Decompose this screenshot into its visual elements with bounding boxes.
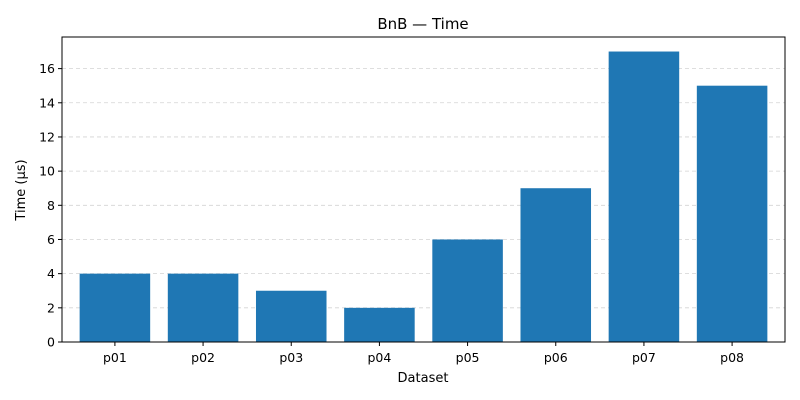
x-tick-label: p01 [103, 350, 127, 365]
y-tick-label: 10 [39, 164, 55, 179]
bar-p04 [344, 307, 415, 342]
x-tick-label: p08 [720, 350, 744, 365]
x-axis-label: Dataset [398, 371, 449, 386]
y-tick-label: 14 [39, 95, 55, 110]
x-tick-label: p02 [191, 350, 215, 365]
bar-p03 [255, 290, 327, 342]
y-axis-ticks: 0 2 4 6 8 10 12 14 16 [39, 61, 62, 350]
y-tick-label: 0 [47, 335, 55, 350]
y-tick-label: 6 [47, 232, 55, 247]
y-tick-label: 12 [39, 129, 55, 144]
x-axis-ticks: p01 p02 p03 p04 p05 p06 p07 p08 [103, 342, 744, 365]
x-tick-label: p05 [456, 350, 480, 365]
y-axis-label: Time (µs) [14, 159, 29, 221]
bar-p08 [696, 85, 768, 342]
y-tick-label: 16 [39, 61, 55, 76]
y-tick-label: 2 [47, 300, 55, 315]
plot-frame [61, 36, 786, 343]
bar-p07 [608, 51, 680, 343]
bar-p01 [79, 273, 151, 342]
x-tick-label: p07 [632, 350, 656, 365]
bar-p06 [520, 188, 592, 342]
bars [79, 51, 768, 343]
y-tick-label: 4 [47, 266, 55, 281]
x-tick-label: p04 [367, 350, 391, 365]
bar-p05 [432, 239, 503, 342]
x-tick-label: p06 [544, 350, 568, 365]
y-tick-label: 8 [47, 198, 55, 213]
x-tick-label: p03 [279, 350, 303, 365]
bar-p02 [167, 273, 239, 342]
chart-title: BnB — Time [377, 15, 468, 33]
